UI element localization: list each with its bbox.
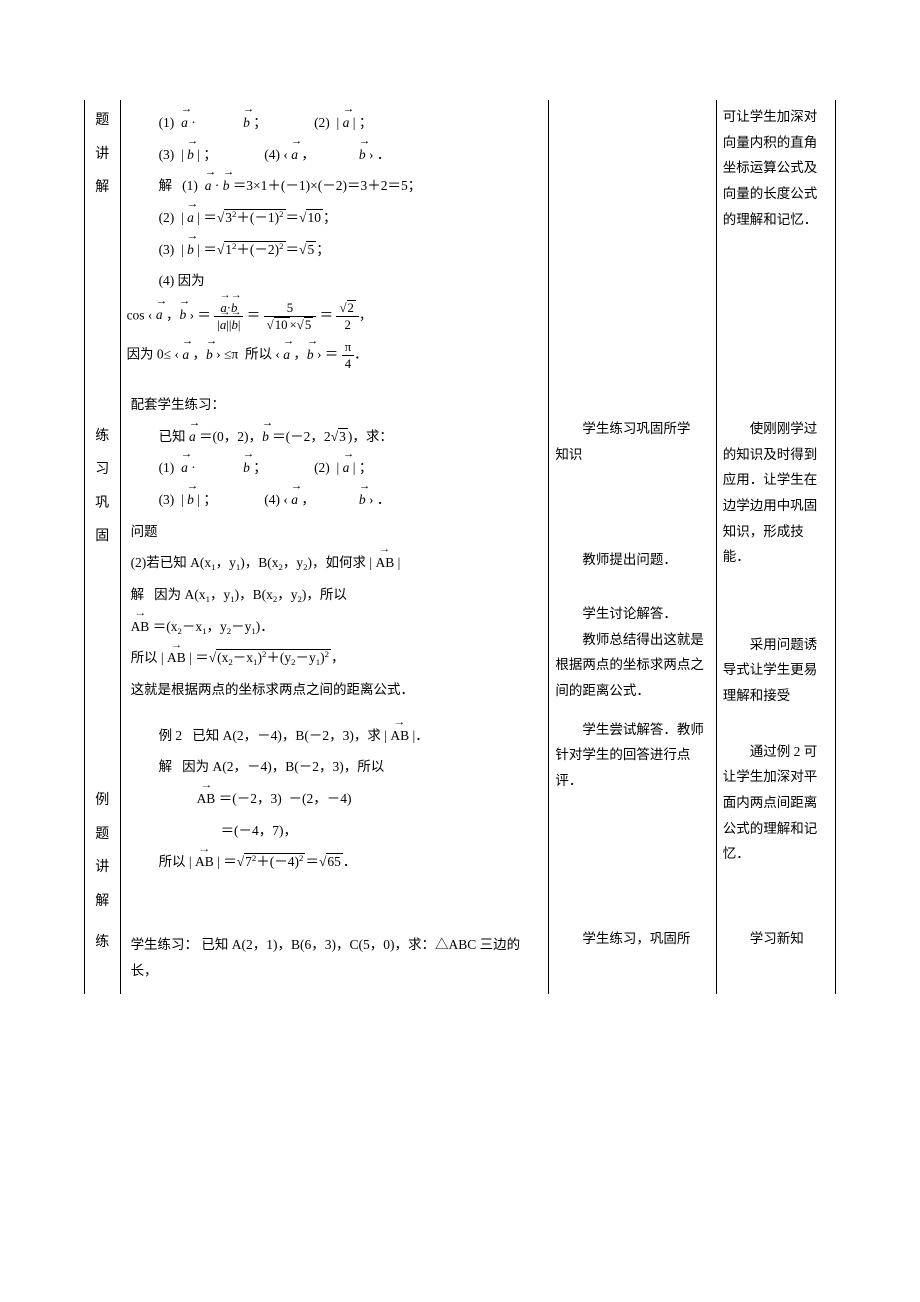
angle-range: 因为 0≤ ‹ a ，b › ≤π 所以 ‹ a ，b › ＝ π4． [127,339,543,372]
ab-length: 所以 | AB | ＝√(x2－x1)2＋(y2－y1)2， [127,645,543,671]
note-2: 使刚刚学过的知识及时得到应用．让学生在边学边用中巩固知识，形成技能． [723,416,829,570]
col4-block4: 学习新知 [716,922,835,993]
section-label-1: 题讲解 [85,100,121,382]
solution-4h: (4) 因为 [127,268,543,294]
practice-34: (3) | b | ； (4) ‹ a ，b › ． [127,487,543,513]
solution-3: (3) | b | ＝√12＋(－2)2＝√5； [127,237,543,263]
note-3: 采用问题诱导式让学生更易理解和接受 [723,632,829,709]
ab-vector: AB ＝(x2－x1，y2－y1)． [127,614,543,640]
c3-a: 学生练习巩固所学知识 [555,416,709,467]
example2-s3: ＝(－4，7)， [127,818,543,844]
problem-sol-h: 解 因为 A(x1，y1)，B(x2，y2)，所以 [127,582,543,608]
col2-block2: 配套学生练习： 已知 a ＝(0，2)，b ＝(－2，2√3)，求： (1) a… [120,382,549,713]
col4-block2: 使刚刚学过的知识及时得到应用．让学生在边学边用中巩固知识，形成技能． 采用问题诱… [716,382,835,713]
c3-c: 学生讨论解答． [555,601,709,627]
lesson-table: 题讲解 (1) a · b ； (2) | a | ； (3) | b | ； … [84,100,836,994]
note-1: 可让学生加深对向量内积的直角坐标运算公式及向量的长度公式的理解和记忆． [723,104,829,232]
problem-q2: (2)若已知 A(x1，y1)，B(x2，y2)，如何求 | AB | [127,550,543,576]
section-label-2: 练习巩固 [85,382,121,713]
distance-conclusion: 这就是根据两点的坐标求两点之间的距离公式． [127,677,543,703]
section-label-3: 例题讲解 [85,713,121,923]
note-5: 学习新知 [723,926,829,952]
items-34: (3) | b | ； (4) ‹ a ，b › ． [127,142,543,168]
example2-s2: AB ＝(－2，3) －(2，－4) [127,786,543,812]
c3-e: 学生尝试解答．教师针对学生的回答进行点评． [555,717,709,794]
col3-block3: 学生尝试解答．教师针对学生的回答进行点评． [549,713,716,923]
col3-block1 [549,100,716,382]
page: 题讲解 (1) a · b ； (2) | a | ； (3) | b | ； … [0,0,920,1302]
col4-block3: 通过例 2 可让学生加深对平面内两点间距离公式的理解和记忆． [716,713,835,923]
col2-block4: 学生练习： 已知 A(2，1)，B(6，3)，C(5，0)，求：△ABC 三边的… [120,922,549,993]
problem-heading: 问题 [127,519,543,545]
section-label-4: 练 [85,922,121,993]
col3-block4: 学生练习，巩固所 [549,922,716,993]
c3-b: 教师提出问题． [555,547,709,573]
example2: 例 2 已知 A(2，－4)，B(－2，3)，求 | AB |． [127,723,543,749]
note-4: 通过例 2 可让学生加深对平面内两点间距离公式的理解和记忆． [723,739,829,867]
example2-s1: 解 因为 A(2，－4)，B(－2，3)，所以 [127,754,543,780]
col4-block1: 可让学生加深对向量内积的直角坐标运算公式及向量的长度公式的理解和记忆． [716,100,835,382]
cos-formula: cos ‹ a ，b › ＝ a·b|a||b| ＝ 5√10×√5 ＝ √22… [127,300,543,333]
col2-block3: 例 2 已知 A(2，－4)，B(－2，3)，求 | AB |． 解 因为 A(… [120,713,549,923]
student-practice: 学生练习： 已知 A(2，1)，B(6，3)，C(5，0)，求：△ABC 三边的… [127,932,543,983]
c3-f: 学生练习，巩固所 [555,926,709,952]
example2-s4: 所以 | AB | ＝√72＋(－4)2＝√65． [127,849,543,875]
col2-block1: (1) a · b ； (2) | a | ； (3) | b | ； (4) … [120,100,549,382]
col3-block2: 学生练习巩固所学知识 教师提出问题． 学生讨论解答． 教师总结得出这就是根据两点… [549,382,716,713]
given: 已知 a ＝(0，2)，b ＝(－2，2√3)，求： [127,424,543,450]
c3-d: 教师总结得出这就是根据两点的坐标求两点之间的距离公式． [555,627,709,704]
